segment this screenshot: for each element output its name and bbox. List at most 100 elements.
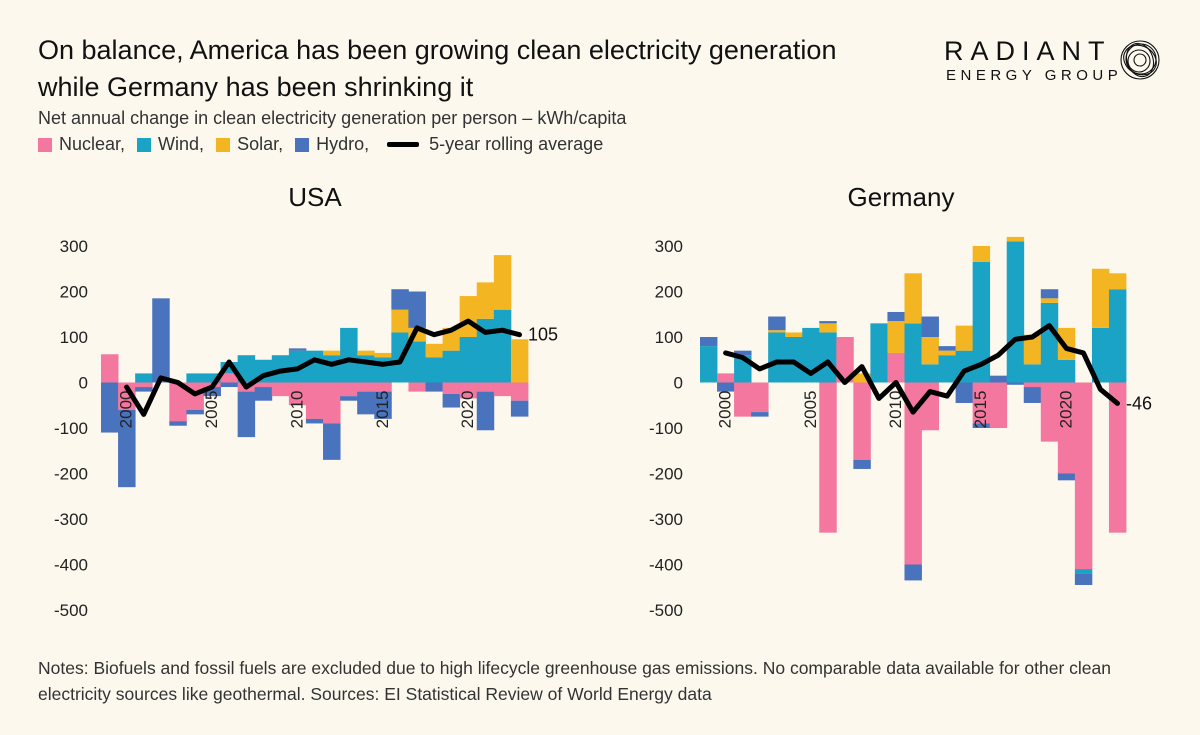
bar-nuclear-2021 (1074, 382, 1093, 570)
brand-logo: RADIANT ENERGY GROUP (944, 36, 1174, 86)
bar-nuclear-2000 (118, 382, 136, 410)
bar-nuclear-2003 (169, 382, 187, 422)
y-tick-label: 0 (674, 374, 683, 393)
rolling-average-swatch (387, 142, 420, 147)
bar-nuclear-2001 (734, 382, 752, 417)
bar-solar-2018 (1023, 334, 1042, 365)
rolling-average-end-label: -46 (1126, 393, 1152, 413)
solar-swatch (216, 137, 231, 152)
bar-nuclear-2017 (408, 382, 426, 392)
chart-germany: Germany 300 200 100 0 -100 -200 -300 -400 -500 200… (649, 182, 1152, 620)
bar-solar-2023 (1108, 273, 1127, 290)
bar-solar-2020 (459, 296, 478, 337)
bar-nuclear-2001 (135, 382, 153, 388)
bar-nuclear-2009 (271, 382, 290, 397)
bar-wind-2005 (203, 373, 221, 383)
chart-panel-title: Germany (848, 182, 955, 212)
bar-wind-2009 (870, 323, 888, 383)
bar-nuclear-2008 (254, 382, 273, 388)
y-tick-label: 100 (655, 328, 683, 347)
bar-hydro-2021 (476, 391, 495, 431)
bar-wind-2019 (442, 350, 461, 383)
bar-hydro-2019 (1040, 289, 1059, 299)
bar-solar-2022 (1091, 268, 1110, 328)
bar-hydro-2008 (853, 459, 871, 469)
bar-hydro-2018 (425, 382, 443, 392)
x-tick-label: 2000 (716, 391, 735, 429)
bar-hydro-1999 (101, 382, 119, 433)
bar-solar-2021 (476, 282, 495, 319)
bar-wind-2013 (340, 327, 358, 383)
legend-label-solar: Solar, (237, 134, 284, 154)
bar-wind-2020 (459, 337, 478, 383)
y-tick-label: -500 (54, 601, 88, 620)
bar-wind-2006 (819, 332, 837, 383)
bar-wind-2017 (408, 341, 426, 383)
bar-wind-2021 (476, 318, 495, 383)
bar-wind-2004 (186, 373, 204, 383)
bar-solar-2012 (323, 350, 341, 356)
bar-nuclear-2010 (288, 382, 307, 406)
chart-panel-title: USA (288, 182, 342, 212)
x-tick-label: 2015 (373, 391, 392, 429)
bar-hydro-2002 (152, 298, 170, 383)
x-tick-label: 2010 (287, 391, 306, 429)
bar-nuclear-2008 (853, 382, 871, 460)
y-tick-label: -100 (54, 419, 88, 438)
bar-wind-2018 (1023, 364, 1042, 383)
bar-nuclear-2023 (1108, 382, 1127, 533)
bar-wind-2015 (972, 261, 991, 383)
bar-hydro-2002 (751, 412, 769, 417)
bar-solar-2014 (955, 325, 974, 351)
bar-nuclear-2000 (717, 373, 735, 383)
hydro-swatch (295, 137, 310, 152)
bar-solar-2023 (510, 339, 529, 383)
bar-hydro-2011 (305, 418, 324, 424)
bar-wind-1999 (700, 346, 718, 383)
bar-nuclear-2002 (751, 382, 769, 413)
bar-hydro-2014 (955, 382, 974, 403)
bar-wind-2006 (220, 362, 239, 374)
bar-hydro-2003 (768, 316, 786, 331)
bar-hydro-2005 (203, 387, 221, 397)
bar-nuclear-2020 (1057, 382, 1076, 474)
legend-item-hydro: Hydro, (295, 134, 369, 155)
bar-wind-2001 (135, 373, 153, 383)
bar-nuclear-1999 (101, 354, 119, 383)
bar-hydro-2008 (254, 387, 273, 401)
bar-hydro-1999 (700, 337, 718, 347)
chart-subtitle: Net annual change in clean electricity g… (38, 108, 627, 128)
bar-solar-2017 (1006, 236, 1025, 242)
bar-wind-2023 (1108, 289, 1127, 383)
y-tick-label: -200 (54, 465, 88, 484)
bar-hydro-2015 (374, 391, 392, 419)
bar-hydro-2000 (717, 382, 735, 392)
bar-nuclear-2016 (989, 382, 1008, 428)
bar-nuclear-2006 (220, 373, 239, 383)
rolling-average-line (124, 318, 522, 417)
wind-swatch (137, 137, 152, 152)
legend-label-wind: Wind, (158, 134, 205, 154)
y-tick-label: 200 (60, 283, 88, 302)
y-tick-label: -400 (54, 556, 88, 575)
y-tick-label: -200 (649, 465, 683, 484)
bar-solar-2003 (768, 330, 786, 333)
legend-item-rolling-average: 5-year rolling average (381, 134, 603, 155)
bar-nuclear-2023 (510, 382, 529, 401)
y-tick-label: 300 (60, 237, 88, 256)
bar-hydro-2013 (938, 346, 956, 351)
bar-hydro-2017 (408, 291, 426, 328)
bar-solar-2013 (938, 350, 956, 356)
bar-solar-2022 (493, 255, 512, 310)
bar-wind-2022 (1091, 327, 1110, 383)
bar-wind-2019 (1040, 302, 1059, 383)
bar-hydro-2006 (819, 321, 837, 324)
x-tick-label: 2000 (117, 391, 136, 429)
bar-nuclear-2019 (442, 382, 461, 394)
bar-wind-2011 (305, 350, 324, 383)
y-tick-label: -500 (649, 601, 683, 620)
bar-hydro-2004 (186, 409, 204, 415)
bar-hydro-2018 (1023, 387, 1042, 403)
bar-hydro-2019 (442, 393, 461, 408)
